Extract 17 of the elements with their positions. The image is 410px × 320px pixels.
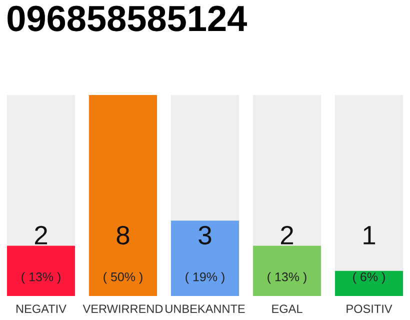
bar: [334, 270, 404, 296]
data-label: 1: [364, 226, 376, 244]
chart-title: 096858585124: [8, 6, 247, 32]
x-tick-label: EGAL: [272, 304, 302, 314]
annotation: ( 19% ): [186, 272, 224, 284]
annotation: ( 13% ): [268, 272, 306, 284]
x-tick-label: VERWIRREND: [82, 304, 163, 313]
x-tick-label: UNBEKANNTE: [166, 304, 245, 314]
data-label: 2: [34, 226, 48, 244]
data-label: 3: [198, 226, 212, 245]
x-tick-label: POSITIV: [346, 304, 392, 314]
annotation: ( 6% ): [353, 272, 385, 284]
annotation: ( 50% ): [104, 272, 142, 284]
annotation: ( 13% ): [22, 272, 60, 284]
data-label: 8: [116, 226, 130, 245]
x-tick-label: NEGATIV: [16, 304, 66, 314]
data-label: 2: [280, 226, 294, 244]
